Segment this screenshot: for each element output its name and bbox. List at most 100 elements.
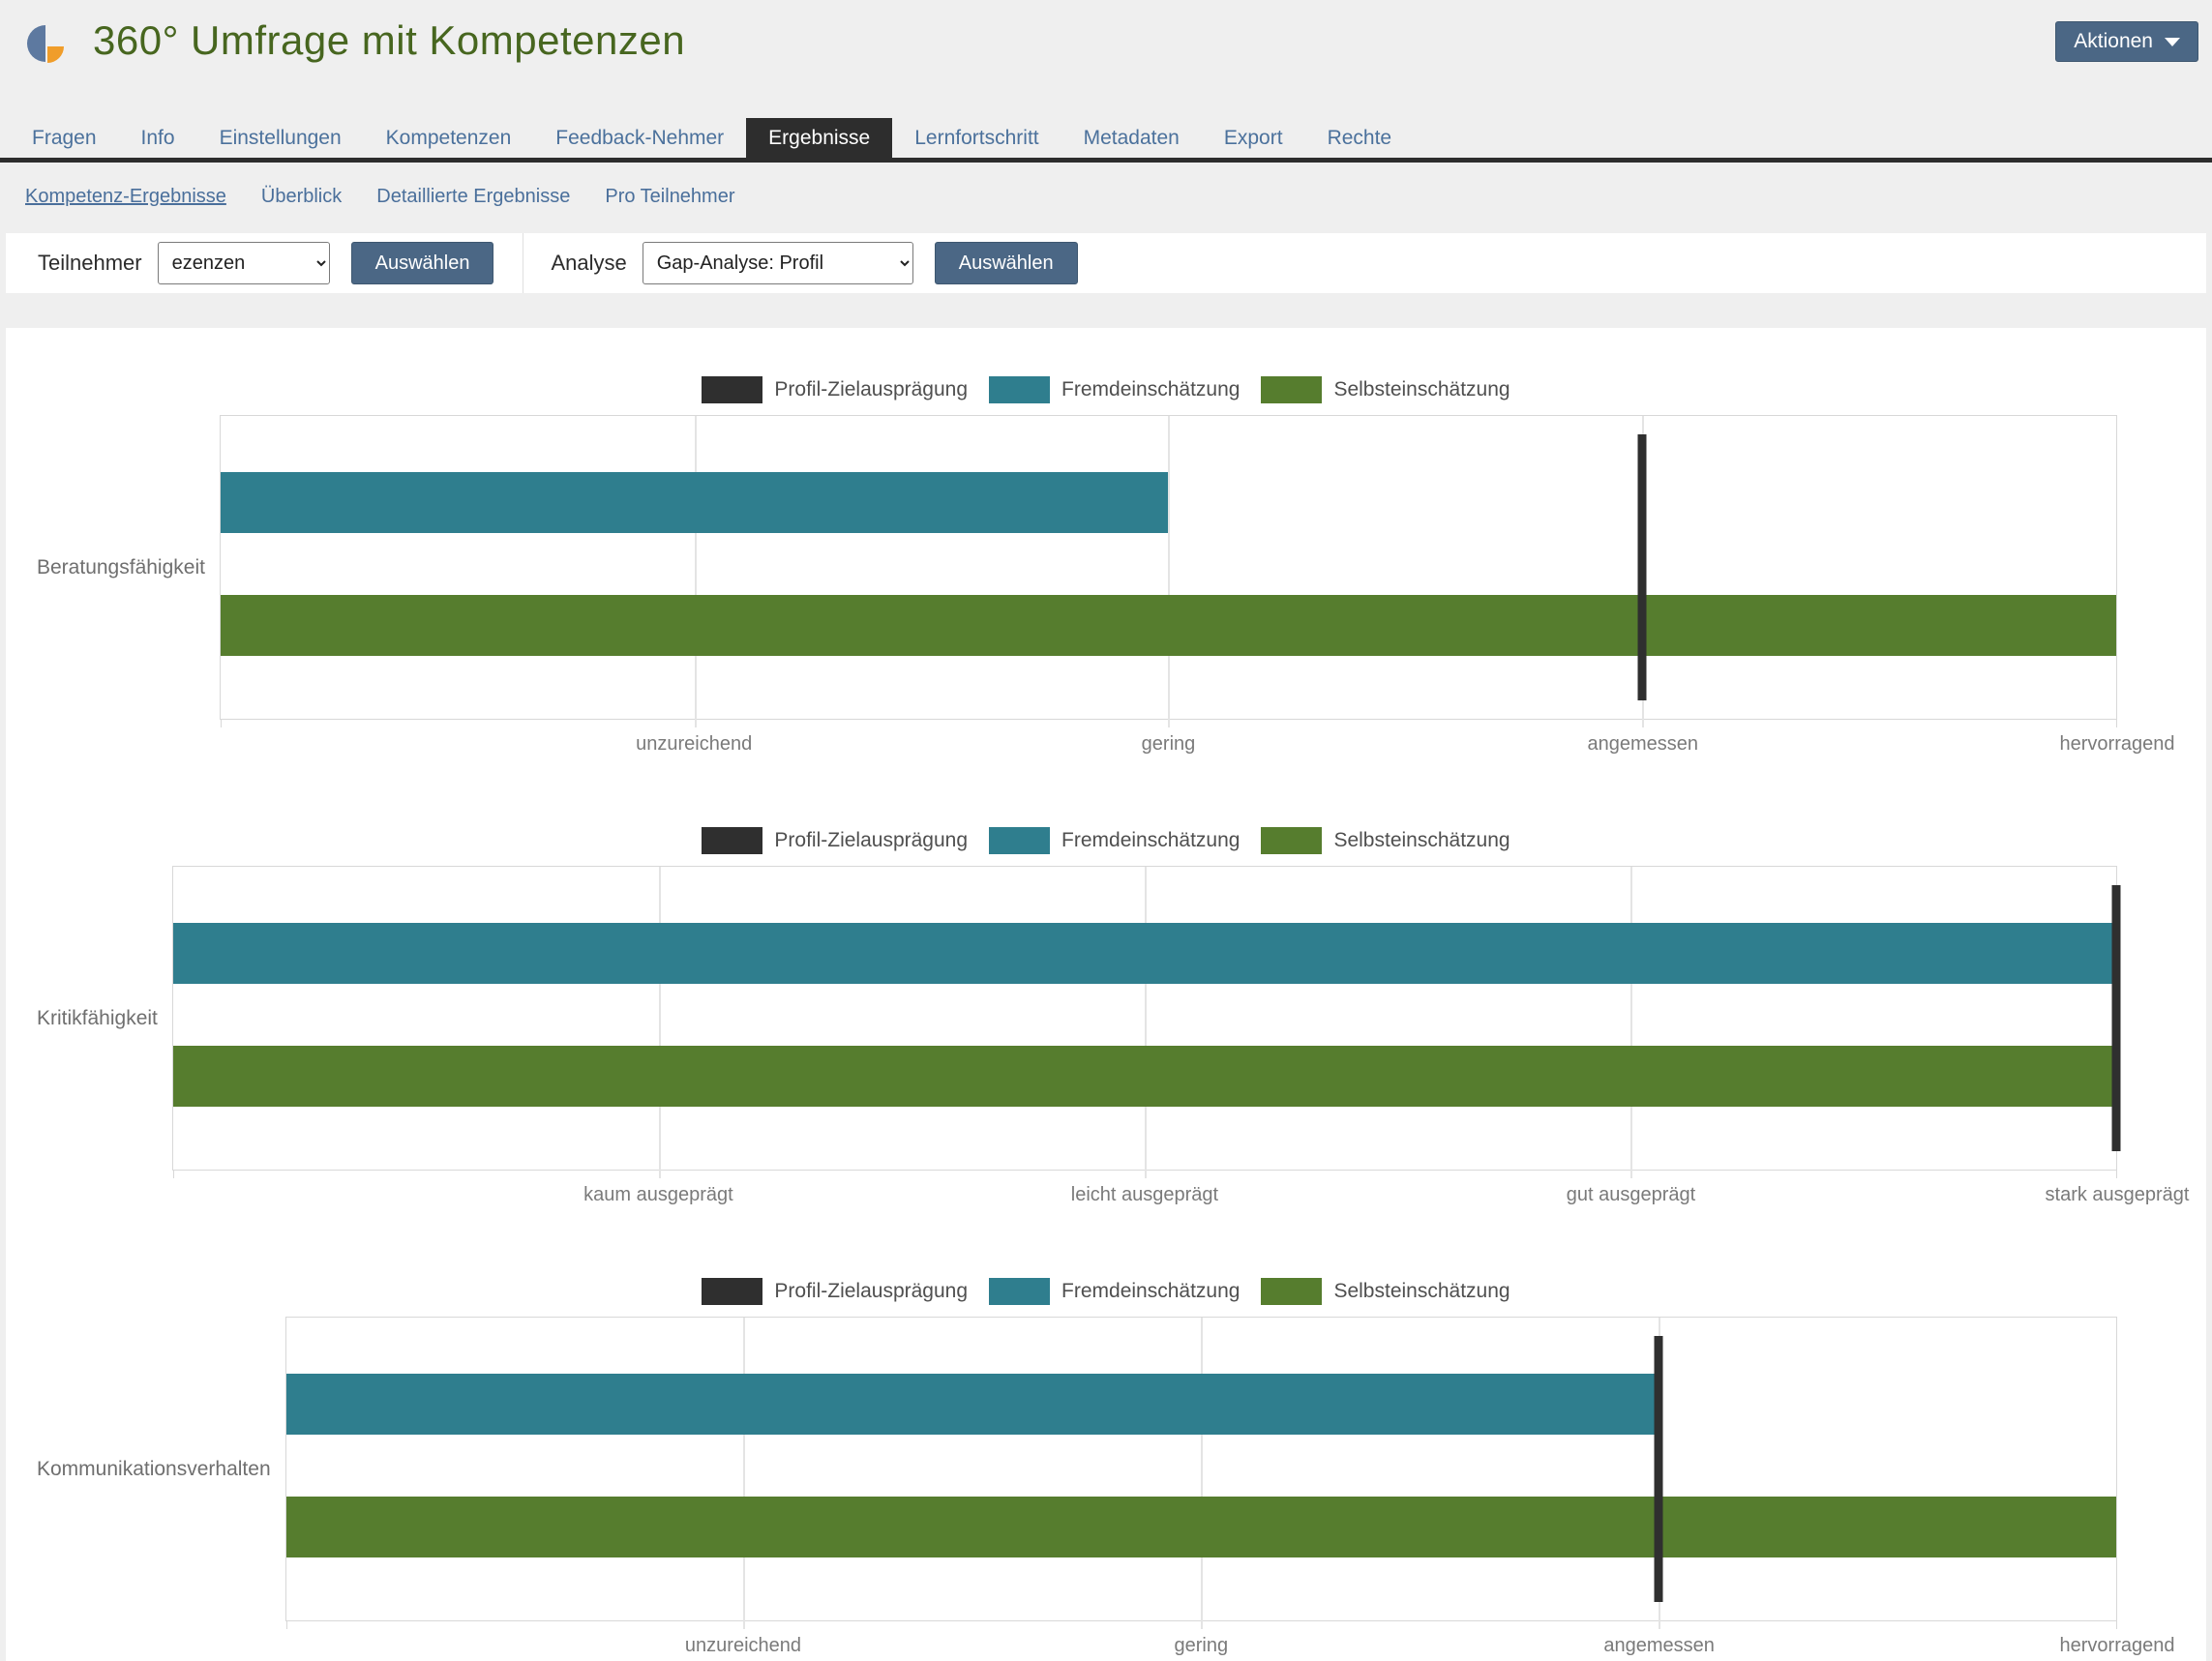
profil-zielauspraegung-line [1637,434,1647,700]
charts-panel: Profil-Zielausprägung Fremdeinschätzung … [6,328,2206,1661]
x-axis: unzureichend gering angemessen hervorrag… [285,1621,2175,1661]
legend-label: Selbsteinschätzung [1333,1280,1510,1302]
x-tick-label: unzureichend [684,1635,802,1656]
x-tick-label: gering [1174,1635,1229,1656]
page-title: 360° Umfrage mit Kompetenzen [93,17,686,63]
x-tick-label: hervorragend [2059,1635,2175,1656]
tab-fragen[interactable]: Fragen [32,127,97,149]
legend-item-selbsteinschaetzung: Selbsteinschätzung [1261,1278,1510,1305]
selbsteinschaetzung-bar [285,1497,2116,1557]
tab-export[interactable]: Export [1223,127,1283,149]
subtab-ueberblick[interactable]: Überblick [260,186,343,207]
profil-zielauspraegung-line [1654,1336,1663,1602]
legend-item-profil-zielauspraegung: Profil-Zielausprägung [702,1278,968,1305]
category-label: Kritikfähigkeit [37,1006,158,1029]
chart-body: Kommunikationsverhalten unzureich [6,1317,2206,1661]
gridline [1201,1318,1204,1629]
legend-label: Fremdeinschätzung [1061,378,1241,400]
legend-item-fremdeinschaetzung: Fremdeinschätzung [989,376,1240,403]
selbsteinschaetzung-bar [220,595,2116,656]
chart-kommunikationsverhalten: Profil-Zielausprägung Fremdeinschätzung … [6,1275,2206,1661]
subtab-kompetenz-ergebnisse[interactable]: Kompetenz-Ergebnisse [25,186,226,207]
results-subtab-bar: Kompetenz-Ergebnisse Überblick Detaillie… [0,163,2212,233]
legend-label: Selbsteinschätzung [1333,378,1510,400]
profil-zielauspraegung-swatch-icon [702,376,763,403]
tab-ergebnisse[interactable]: Ergebnisse [746,118,893,158]
chart-beratungsfaehigkeit: Profil-Zielausprägung Fremdeinschätzung … [6,373,2206,764]
tab-feedback-nehmer[interactable]: Feedback-Nehmer [555,127,725,149]
tab-info[interactable]: Info [140,127,175,149]
chart-body: Kritikfähigkeit kaum ausgeprägt [6,866,2206,1215]
legend-label: Fremdeinschätzung [1061,829,1241,851]
legend-label: Selbsteinschätzung [1333,829,1510,851]
x-tick-label: hervorragend [2059,733,2175,755]
axis-tick [2116,719,2117,727]
gridline [694,416,697,727]
page-header: 360° Umfrage mit Kompetenzen Aktionen [0,0,2212,114]
teilnehmer-auswaehlen-button[interactable]: Auswählen [350,242,494,284]
tab-metadaten[interactable]: Metadaten [1083,127,1180,149]
axis-tick [2116,1170,2117,1178]
plot-area [171,866,2121,1178]
chart-body: Beratungsfähigkeit unzureichend [6,415,2206,764]
tab-einstellungen[interactable]: Einstellungen [219,127,342,149]
gridline [1144,867,1147,1178]
subtab-pro-teilnehmer[interactable]: Pro Teilnehmer [605,186,735,207]
category-label: Kommunikationsverhalten [37,1457,271,1480]
subtab-detaillierte-ergebnisse[interactable]: Detaillierte Ergebnisse [376,186,571,207]
fremdeinschaetzung-swatch-icon [989,1278,1051,1305]
fremdeinschaetzung-swatch-icon [989,376,1051,403]
analyse-auswaehlen-button[interactable]: Auswählen [934,242,1078,284]
legend-item-profil-zielauspraegung: Profil-Zielausprägung [702,376,968,403]
profil-zielauspraegung-swatch-icon [702,827,763,854]
category-label: Beratungsfähigkeit [37,555,205,578]
gridline [658,867,661,1178]
chart-legend: Profil-Zielausprägung Fremdeinschätzung … [6,373,2206,406]
legend-item-fremdeinschaetzung: Fremdeinschätzung [989,827,1240,854]
x-tick-label: gut ausgeprägt [1566,1184,1696,1205]
x-tick-label: leicht ausgeprägt [1070,1184,1219,1205]
plot-area [219,415,2117,727]
profil-zielauspraegung-line [2111,885,2121,1151]
chart-kritikfaehigkeit: Profil-Zielausprägung Fremdeinschätzung … [6,824,2206,1215]
legend-label: Fremdeinschätzung [1061,1280,1241,1302]
caret-down-icon [2165,37,2180,46]
x-axis: unzureichend gering angemessen hervorrag… [220,720,2174,764]
legend-item-fremdeinschaetzung: Fremdeinschätzung [989,1278,1240,1305]
app-logo-icon [27,25,64,63]
fremdeinschaetzung-bar [220,472,1169,533]
x-tick-label: gering [1141,733,1196,755]
fremdeinschaetzung-bar [172,923,2116,984]
x-axis: kaum ausgeprägt leicht ausgeprägt gut au… [172,1171,2189,1215]
analyse-select[interactable]: Gap-Analyse: Profil [642,242,913,284]
x-tick-label: unzureichend [636,733,753,755]
axis-tick [220,719,222,727]
actions-button[interactable]: Aktionen [2055,21,2198,62]
x-tick-label: kaum ausgeprägt [583,1184,733,1205]
teilnehmer-select[interactable]: ezenzen [157,242,330,284]
teilnehmer-label: Teilnehmer [38,251,142,275]
chart-legend: Profil-Zielausprägung Fremdeinschätzung … [6,824,2206,857]
tab-lernfortschritt[interactable]: Lernfortschritt [914,127,1039,149]
filter-bar: Teilnehmer ezenzen Auswählen Analyse Gap… [6,233,2206,293]
gridline [1629,867,1632,1178]
axis-tick [172,1170,174,1178]
selbsteinschaetzung-swatch-icon [1261,376,1323,403]
tab-rechte[interactable]: Rechte [1327,127,1392,149]
selbsteinschaetzung-bar [172,1046,2116,1107]
tab-kompetenzen[interactable]: Kompetenzen [385,127,512,149]
axis-tick [285,1620,287,1629]
legend-item-profil-zielauspraegung: Profil-Zielausprägung [702,827,968,854]
analyse-label: Analyse [551,251,627,275]
actions-button-label: Aktionen [2074,30,2153,52]
legend-item-selbsteinschaetzung: Selbsteinschätzung [1261,376,1510,403]
x-tick-label: stark ausgeprägt [2045,1184,2190,1205]
axis-tick [2116,1620,2117,1629]
fremdeinschaetzung-swatch-icon [989,827,1051,854]
legend-item-selbsteinschaetzung: Selbsteinschätzung [1261,827,1510,854]
fremdeinschaetzung-bar [285,1374,1659,1435]
legend-label: Profil-Zielausprägung [774,378,969,400]
main-tab-bar: Fragen Info Einstellungen Kompetenzen Fe… [0,118,2212,163]
legend-label: Profil-Zielausprägung [774,829,969,851]
